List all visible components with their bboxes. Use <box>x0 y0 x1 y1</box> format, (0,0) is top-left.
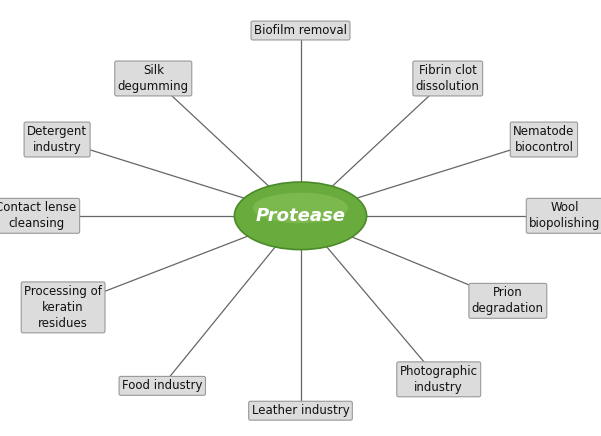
Text: Detergent
industry: Detergent industry <box>27 125 87 154</box>
Text: Nematode
biocontrol: Nematode biocontrol <box>513 125 575 154</box>
Ellipse shape <box>253 193 348 223</box>
Text: Protease: Protease <box>255 207 346 225</box>
Text: Biofilm removal: Biofilm removal <box>254 24 347 37</box>
Text: Photographic
industry: Photographic industry <box>400 365 478 394</box>
Text: Contact lense
cleansing: Contact lense cleansing <box>0 201 77 230</box>
Ellipse shape <box>234 182 367 249</box>
Text: Wool
biopolishing: Wool biopolishing <box>529 201 600 230</box>
Text: Silk
degumming: Silk degumming <box>118 64 189 93</box>
Text: Processing of
keratin
residues: Processing of keratin residues <box>24 285 102 330</box>
Text: Prion
degradation: Prion degradation <box>472 286 544 315</box>
Text: Food industry: Food industry <box>122 379 203 392</box>
Text: Fibrin clot
dissolution: Fibrin clot dissolution <box>416 64 480 93</box>
Text: Leather industry: Leather industry <box>252 404 349 417</box>
